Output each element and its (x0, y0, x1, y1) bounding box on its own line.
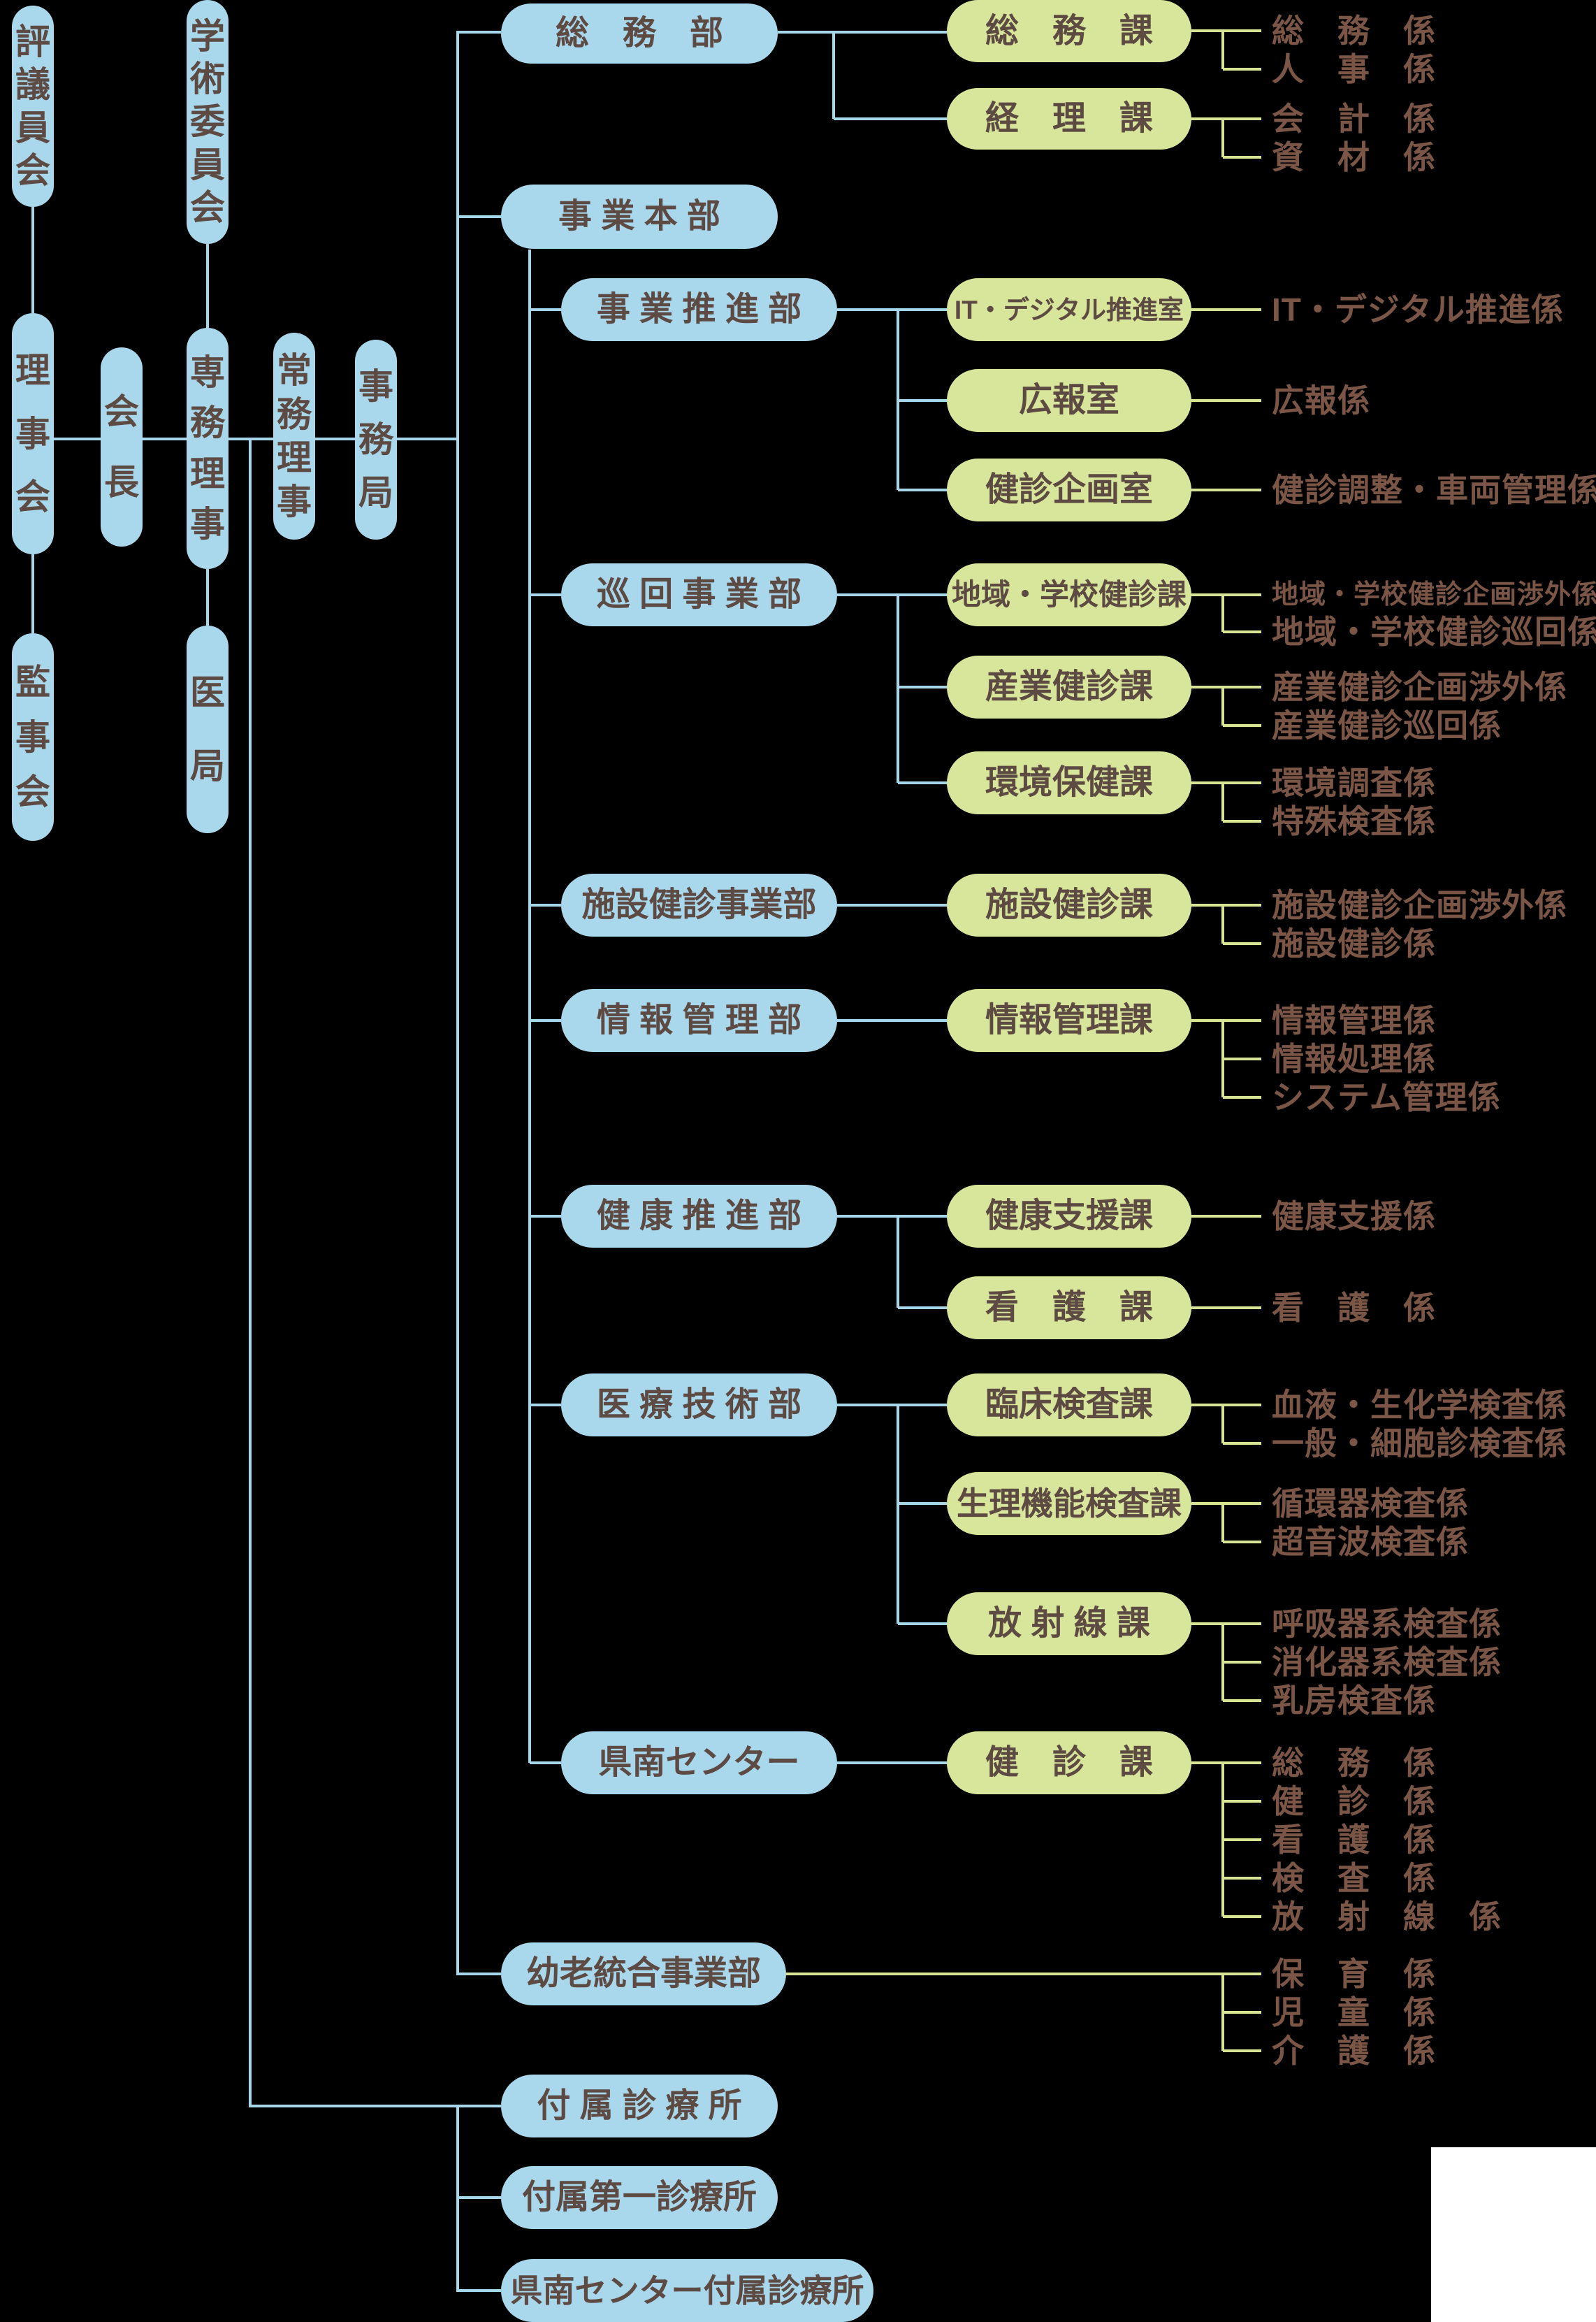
leaf-koho-kakari: 広報係 (1272, 382, 1370, 419)
leaf-kennan-hoshasen-kakari: 放 射 線 係 (1272, 1898, 1502, 1935)
leaf-jido-kakari: 児 童 係 (1272, 1994, 1436, 2031)
node-kennan-center: 県南センター (561, 1731, 837, 1794)
leaf-kankyo-chosa-kakari: 環境調査係 (1272, 765, 1436, 801)
white-corner-patch (1431, 2147, 1596, 2322)
leaf-kaigo-kakari: 介 護 係 (1272, 2033, 1436, 2069)
leaf-choonpa-kensa-kakari: 超音波検査係 (1272, 1524, 1469, 1560)
leaf-soumu-kakari: 総 務 係 (1272, 13, 1436, 49)
node-fuzoku-shinryojo: 付 属 診 療 所 (501, 2075, 778, 2137)
node-yorotogo-jigyobu: 幼老統合事業部 (501, 1942, 786, 2005)
leaf-chiiki-gakko-kenshin-junkai-kakari: 地域・学校健診巡回係 (1272, 614, 1596, 650)
node-iryogijutsubu: 医 療 技 術 部 (561, 1373, 837, 1436)
leaf-ippan-saiboshin-kensa-kakari: 一般・細胞診検査係 (1272, 1425, 1567, 1462)
leaf-johoshori-kakari: 情報処理係 (1272, 1041, 1436, 1077)
node-rijikai: 理事会 (12, 313, 54, 554)
node-chiiki-gakko-kenshinka: 地域・学校健診課 (947, 563, 1191, 626)
node-keirika: 経 理 課 (947, 88, 1191, 150)
leaf-shisetsu-kenshin-kakari: 施設健診係 (1272, 925, 1436, 962)
leaf-kango-kakari: 看 護 係 (1272, 1290, 1436, 1326)
node-kankyo-hokenka: 環境保健課 (947, 751, 1191, 814)
connector-lines-green (786, 29, 1261, 2052)
node-shisetsu-kenshinka: 施設健診課 (947, 874, 1191, 937)
leaf-hoiku-kakari: 保 育 係 (1272, 1956, 1436, 1992)
leaf-kennan-kensa-kakari: 検 査 係 (1272, 1860, 1436, 1896)
leaf-kenko-shien-kakari: 健康支援係 (1272, 1198, 1436, 1234)
leaf-shokakikei-kensa-kakari: 消化器系検査係 (1272, 1644, 1502, 1680)
leaf-jinji-kakari: 人 事 係 (1272, 51, 1436, 87)
node-it-digital-suishinshitsu: IT・デジタル推進室 (947, 278, 1191, 341)
node-johokanrika: 情報管理課 (947, 989, 1191, 1052)
leaf-kaikei-kakari: 会 計 係 (1272, 101, 1436, 137)
node-jigyosuishinbu: 事 業 推 進 部 (561, 278, 837, 341)
leaf-ketsueki-seikagaku-kensa-kakari: 血液・生化学検査係 (1272, 1387, 1567, 1423)
connector-lines-blue (31, 31, 947, 2292)
node-hoshasenka: 放 射 線 課 (947, 1592, 1191, 1655)
leaf-shizai-kakari: 資 材 係 (1272, 139, 1436, 175)
leaf-system-kanri-kakari: システム管理係 (1272, 1079, 1501, 1116)
node-soumuka: 総 務 課 (947, 0, 1191, 62)
node-seirikino-kensaka: 生理機能検査課 (947, 1472, 1191, 1535)
node-senmu-riji: 専務理事 (187, 328, 228, 569)
node-ikyoku: 医局 (187, 626, 228, 833)
node-kenshin-kikakushitsu: 健診企画室 (947, 459, 1191, 521)
node-gakujutsu-iinkai: 学術委員会 (187, 0, 228, 244)
node-rinsho-kensaka: 臨床検査課 (947, 1373, 1191, 1436)
leaf-tokushu-kensa-kakari: 特殊検査係 (1272, 803, 1436, 839)
leaf-it-digital-suishin-kakari: IT・デジタル推進係 (1272, 291, 1564, 328)
node-kennan-center-fuzoku-shinryojo: 県南センター付属診療所 (501, 2259, 873, 2322)
leaf-nyubo-kensa-kakari: 乳房検査係 (1272, 1682, 1436, 1719)
leaf-shisetsu-kenshin-kikaku-shogai-kakari: 施設健診企画渉外係 (1272, 887, 1567, 923)
node-shisetsukenshin-jigyobu: 施設健診事業部 (561, 874, 837, 937)
node-jimukyoku: 事務局 (355, 340, 397, 540)
leaf-kennan-kango-kakari: 看 護 係 (1272, 1822, 1436, 1858)
leaf-kennan-soumu-kakari: 総 務 係 (1272, 1745, 1436, 1781)
node-jomu-riji: 常務理事 (273, 333, 315, 540)
leaf-kenshin-chosei-sharyokanri-kakari: 健診調整・車両管理係 (1272, 472, 1596, 508)
node-kangoka: 看 護 課 (947, 1276, 1191, 1339)
node-soumubu: 総 務 部 (501, 3, 778, 64)
node-junkaijigyobu: 巡 回 事 業 部 (561, 563, 837, 626)
node-jigyohonbu: 事 業 本 部 (501, 185, 778, 249)
leaf-sangyo-kenshin-junkai-kakari: 産業健診巡回係 (1272, 707, 1502, 744)
node-kenkosuishinbu: 健 康 推 進 部 (561, 1185, 837, 1248)
node-kaicho: 会長 (101, 347, 143, 547)
node-kenshinka: 健 診 課 (947, 1731, 1191, 1794)
node-kenko-shienka: 健康支援課 (947, 1185, 1191, 1248)
leaf-kennan-kenshin-kakari: 健 診 係 (1272, 1783, 1436, 1819)
node-fuzoku-daiichi-shinryojo: 付属第一診療所 (501, 2166, 778, 2229)
node-kohoshitsu: 広報室 (947, 369, 1191, 432)
leaf-junkanki-kensa-kakari: 循環器検査係 (1272, 1485, 1469, 1522)
leaf-johokanri-kakari: 情報管理係 (1272, 1002, 1436, 1039)
leaf-sangyo-kenshin-kikaku-shogai-kakari: 産業健診企画渉外係 (1272, 669, 1567, 705)
node-johokanribu: 情 報 管 理 部 (561, 989, 837, 1052)
node-sangyo-kenshinka: 産業健診課 (947, 656, 1191, 719)
node-hyogiinkai: 評議員会 (12, 6, 54, 207)
leaf-chiiki-gakko-kenshin-kikaku-shogai-kakari: 地域・学校健診企画渉外係 (1272, 580, 1596, 610)
leaf-kokyukikei-kensa-kakari: 呼吸器系検査係 (1272, 1606, 1502, 1642)
node-kanjikai: 監事会 (12, 633, 54, 841)
